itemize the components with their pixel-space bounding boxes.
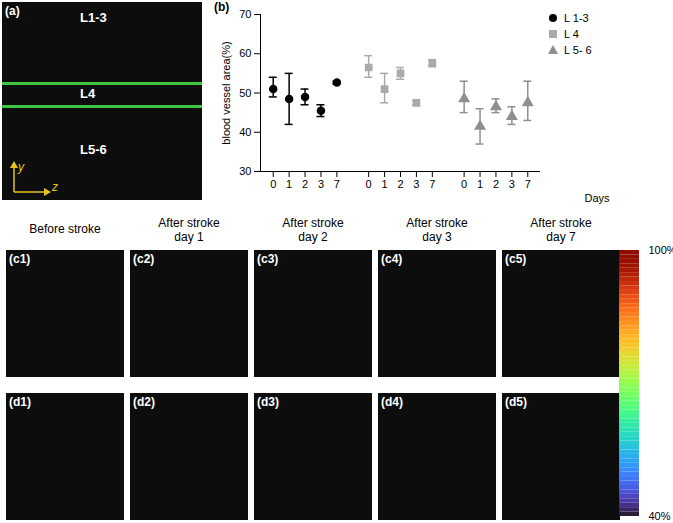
- html-text:day 1: day 1: [174, 230, 204, 244]
- html-text:L1-3: L1-3: [80, 10, 107, 25]
- html-text:After stroke: After stroke: [158, 216, 220, 230]
- html-text:day 2: day 2: [298, 230, 328, 244]
- html-text:z: z: [52, 180, 58, 194]
- html-text:L 4: L 4: [564, 28, 579, 40]
- html-text:(c3): (c3): [257, 252, 279, 266]
- svg-text:7: 7: [334, 178, 340, 190]
- svg-text:0: 0: [270, 178, 276, 190]
- svg-text:1: 1: [477, 178, 483, 190]
- svg-text:0: 0: [461, 178, 467, 190]
- html-text:(b): (b): [214, 0, 230, 14]
- html-text:day 7: day 7: [546, 230, 576, 244]
- html-text:L4: L4: [80, 86, 96, 101]
- html-text:(d1): (d1): [9, 395, 31, 409]
- html-text:(d3): (d3): [257, 395, 279, 409]
- svg-text:2: 2: [302, 178, 308, 190]
- html-text:(c5): (c5): [505, 252, 527, 266]
- svg-text:40%: 40%: [649, 510, 671, 522]
- html-text:y: y: [18, 160, 24, 174]
- svg-text:7: 7: [429, 178, 435, 190]
- svg-text:50: 50: [239, 87, 251, 99]
- html-text:L5-6: L5-6: [80, 142, 107, 157]
- html-text:Before stroke: Before stroke: [29, 222, 101, 236]
- svg-text:blood vessel area(%): blood vessel area(%): [220, 41, 232, 144]
- html-text:After stroke: After stroke: [282, 216, 344, 230]
- svg-text:3: 3: [509, 178, 515, 190]
- html-text:(d2): (d2): [133, 395, 155, 409]
- svg-text:7: 7: [525, 178, 531, 190]
- svg-text:3: 3: [318, 178, 324, 190]
- svg-text:70: 70: [239, 8, 251, 20]
- svg-text:2: 2: [397, 178, 403, 190]
- svg-text:Days: Days: [584, 192, 610, 204]
- html-text:L 5- 6: L 5- 6: [564, 44, 592, 56]
- html-text:After stroke: After stroke: [406, 216, 468, 230]
- html-text:(a): (a): [5, 4, 20, 18]
- svg-text:40: 40: [239, 126, 251, 138]
- html-text:L 1-3: L 1-3: [564, 12, 589, 24]
- html-text:day 3: day 3: [422, 230, 452, 244]
- html-text:(c4): (c4): [381, 252, 403, 266]
- svg-text:1: 1: [286, 178, 292, 190]
- svg-text:2: 2: [493, 178, 499, 190]
- svg-text:3: 3: [413, 178, 419, 190]
- svg-text:100%: 100%: [649, 244, 673, 256]
- html-text:(d4): (d4): [381, 395, 403, 409]
- html-text:(c1): (c1): [9, 252, 31, 266]
- html-text:After stroke: After stroke: [530, 216, 592, 230]
- svg-text:60: 60: [239, 47, 251, 59]
- html-text:(d5): (d5): [505, 395, 527, 409]
- html-text:(c2): (c2): [133, 252, 155, 266]
- svg-text:1: 1: [382, 178, 388, 190]
- svg-text:0: 0: [366, 178, 372, 190]
- svg-text:30: 30: [239, 165, 251, 177]
